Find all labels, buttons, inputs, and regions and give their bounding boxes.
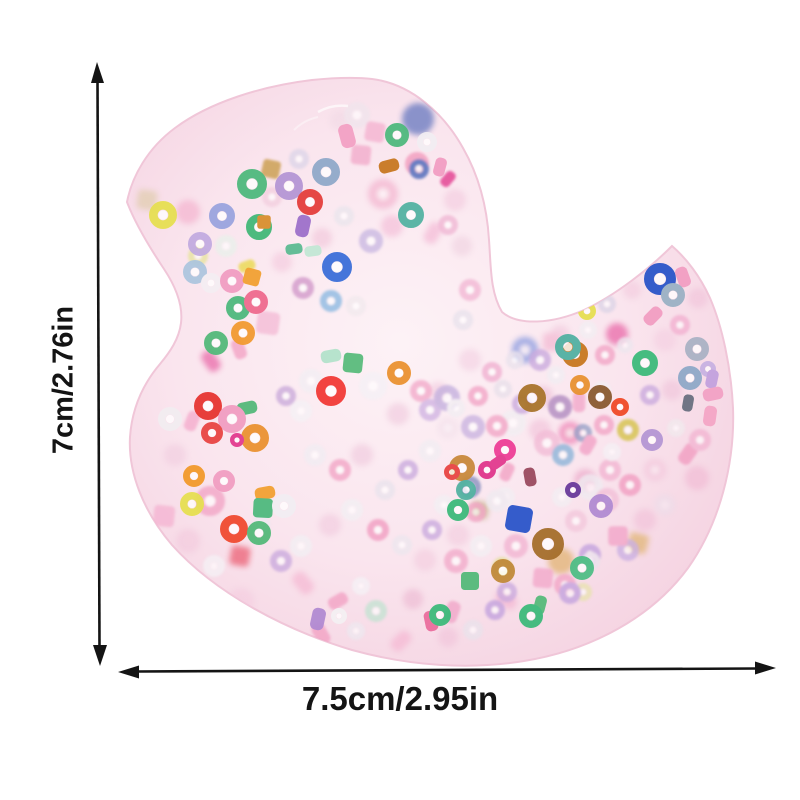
width-dimension-arrow bbox=[118, 661, 776, 679]
height-dimension-label: 7cm/2.76in bbox=[47, 305, 80, 455]
height-dimension-arrow bbox=[91, 62, 107, 666]
width-dimension-label: 7.5cm/2.95in bbox=[301, 680, 499, 717]
surface-highlight bbox=[317, 104, 349, 114]
beads-layer bbox=[136, 101, 724, 652]
surface-highlight bbox=[293, 116, 319, 131]
